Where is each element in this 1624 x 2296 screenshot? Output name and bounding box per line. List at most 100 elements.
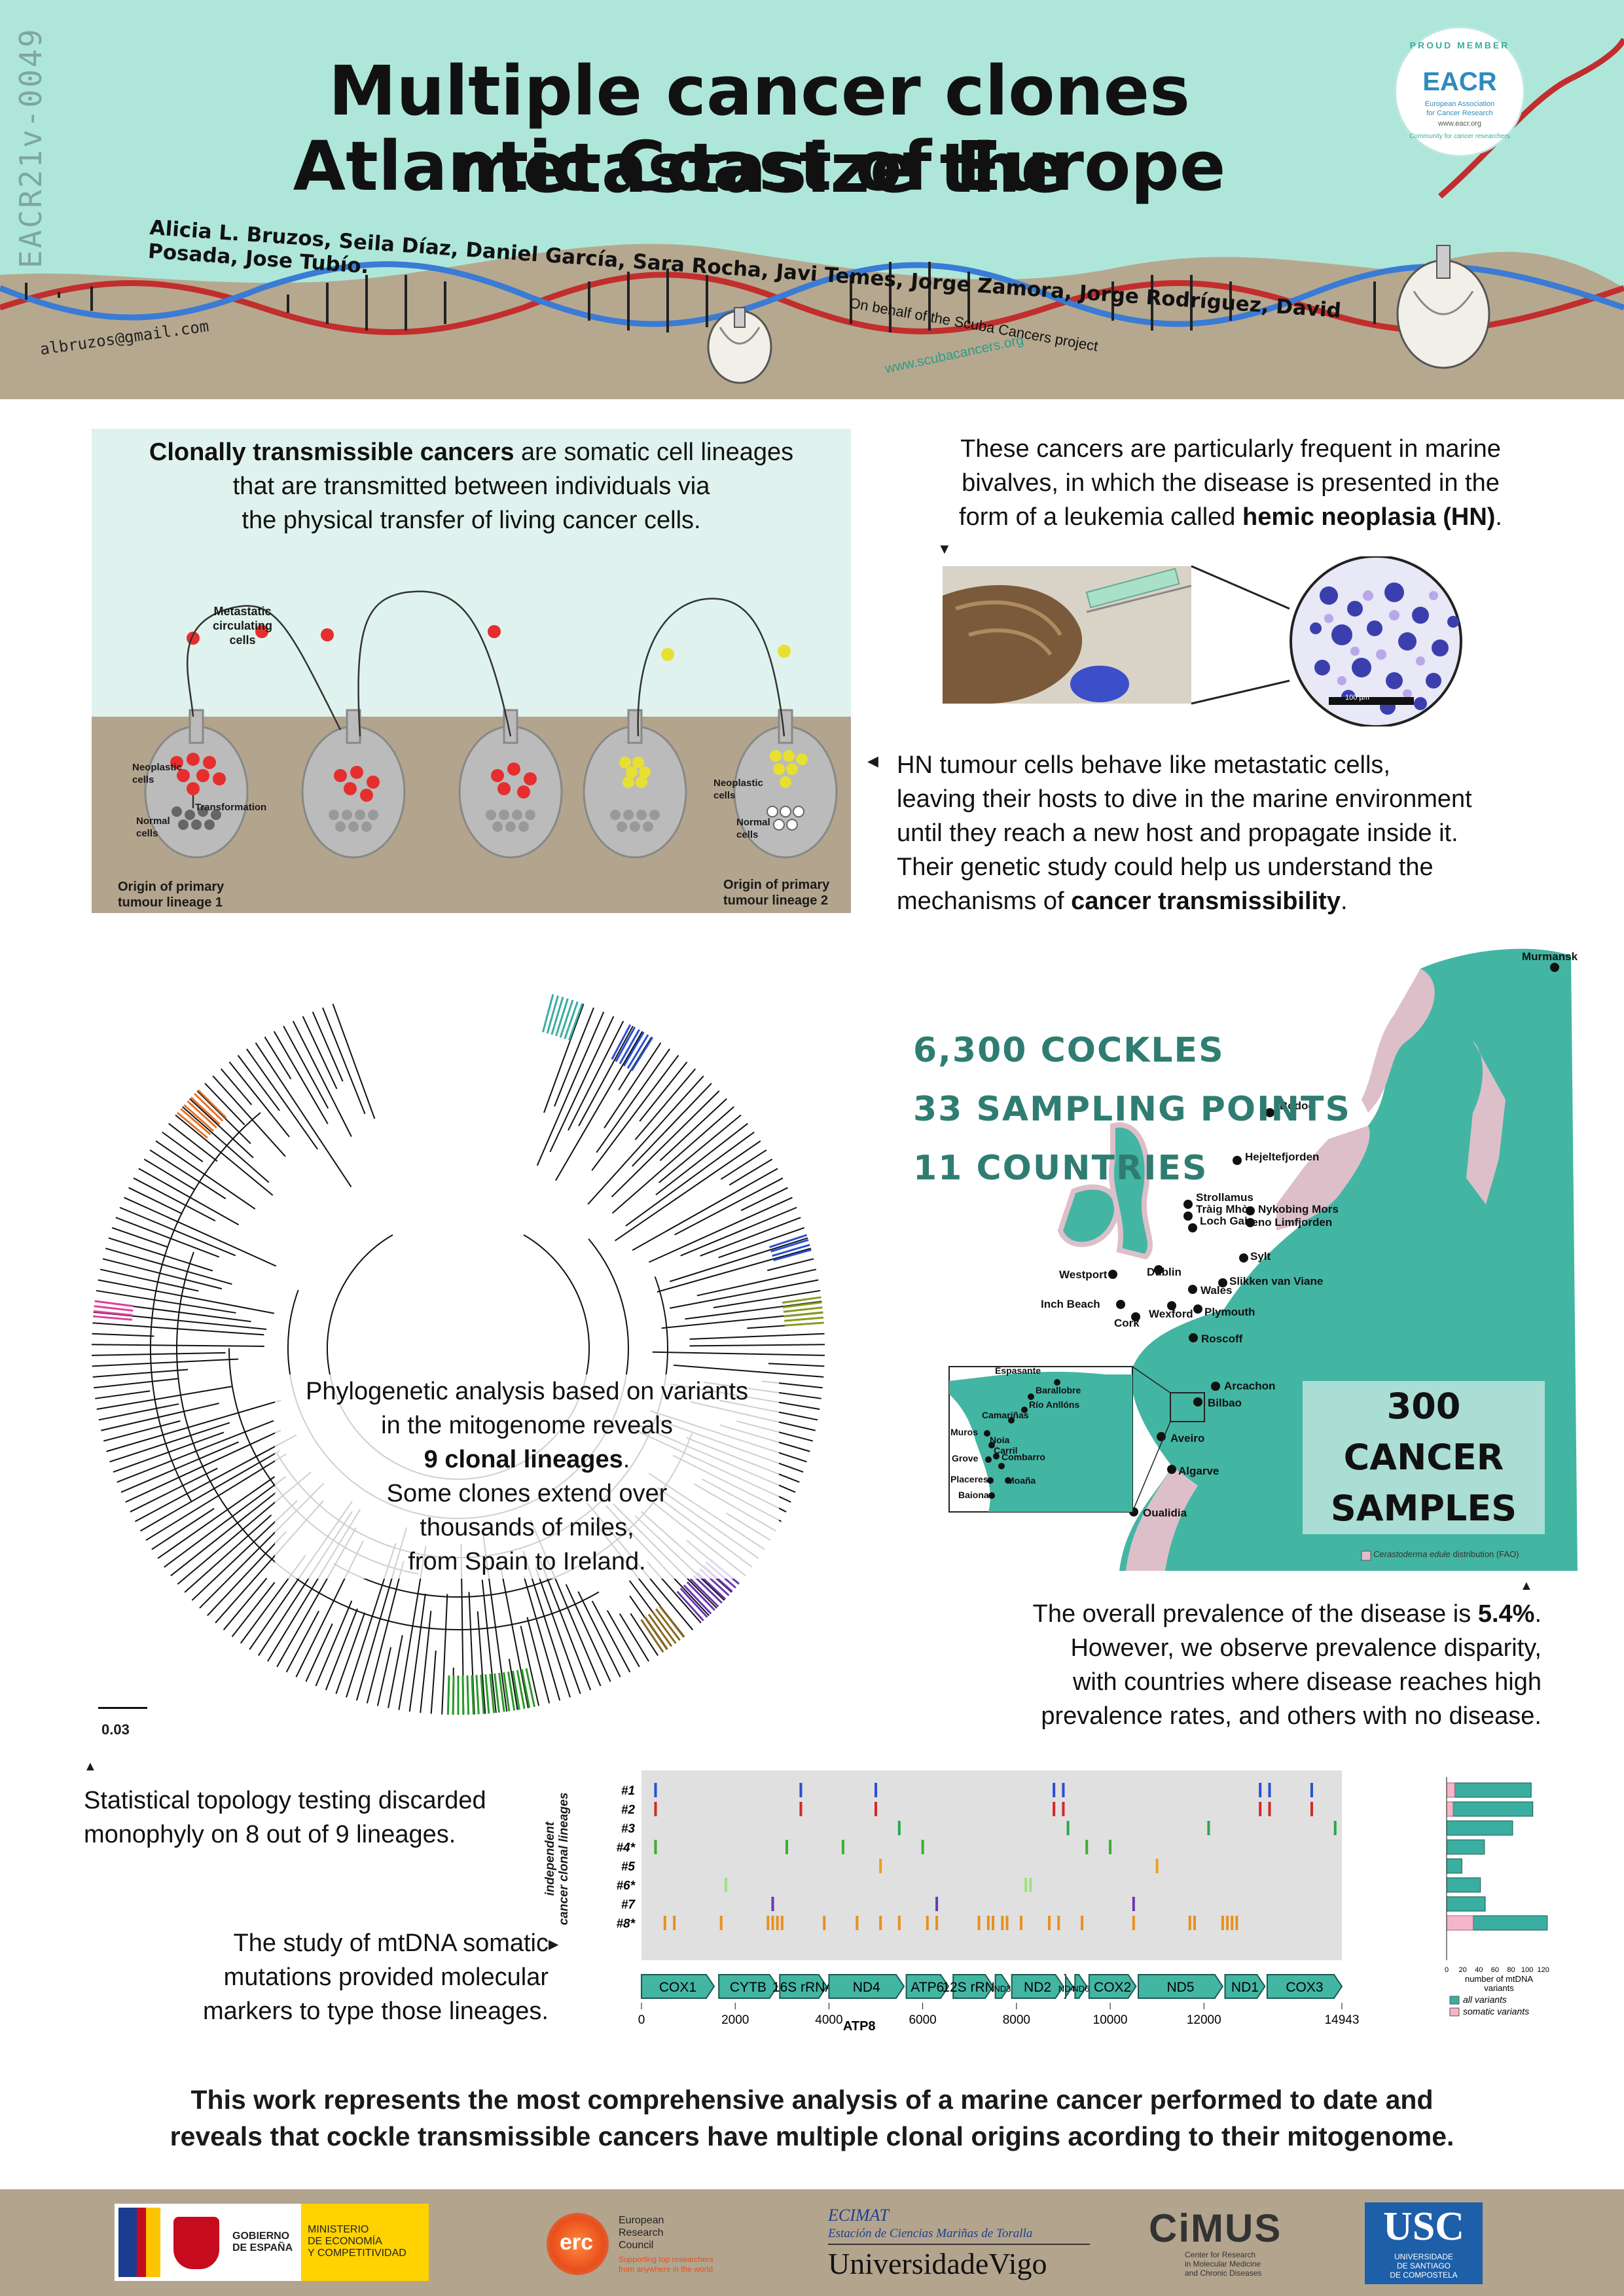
mutation-mark	[1132, 1916, 1135, 1930]
position-tick-label: 4000	[815, 2013, 842, 2027]
mutation-mark	[1029, 1878, 1032, 1892]
transformation-label: Transformation	[195, 802, 267, 813]
mutation-mark	[1066, 1821, 1070, 1835]
mutation-mark	[935, 1897, 939, 1911]
tree-branch	[632, 1168, 778, 1251]
mtdna-paragraph: The study of mtDNA somatic mutations pro…	[202, 1929, 549, 2025]
map-place-label: Bilbao	[1208, 1397, 1242, 1409]
tree-branch	[92, 1352, 226, 1356]
origin-lineage-1-label: Origin of primary tumour lineage 1	[118, 880, 225, 910]
gene-label: ND4	[853, 1980, 880, 1995]
tree-branch	[430, 1650, 437, 1714]
lineage-label: #7	[621, 1898, 636, 1912]
tree-branch	[632, 1083, 712, 1167]
gene-block	[1224, 1974, 1266, 1999]
clonal-lineage-branch	[446, 1675, 450, 1715]
gene-block	[1138, 1974, 1224, 1999]
tree-branch	[689, 1333, 825, 1340]
all-variants-bar	[1446, 1877, 1481, 1893]
inset-place-label: Baiona	[958, 1490, 989, 1500]
map-place-label: Veno Limfjorden	[1245, 1216, 1333, 1229]
clonal-lineage-branch	[489, 1674, 496, 1713]
clonal-lineage-branch	[783, 1306, 823, 1313]
lineage-label: #5	[621, 1860, 636, 1874]
variant-tick-label: 20	[1458, 1966, 1466, 1974]
gene-block	[828, 1974, 905, 1999]
clonal-lineage-branch	[498, 1672, 505, 1712]
gene-label: 12S rRNA	[942, 1980, 1004, 1995]
tree-branch	[175, 1114, 274, 1196]
map-place-label: Cork	[1114, 1317, 1140, 1329]
dna-helix-blue	[0, 261, 1624, 327]
tree-branch	[768, 1363, 825, 1367]
tree-branch	[237, 1054, 280, 1111]
clonal-lineage-branch	[471, 1675, 475, 1715]
tree-branch	[102, 1258, 223, 1290]
tree-branch	[554, 1007, 594, 1107]
clonal-lineage-branch	[568, 1003, 584, 1041]
gene-label: CYTB	[730, 1980, 767, 1995]
tree-branch	[189, 1098, 254, 1158]
clonal-lineage-branch	[503, 1672, 511, 1712]
gene-block	[952, 1974, 994, 1999]
badge-url: www.eacr.org	[1437, 120, 1482, 128]
tree-internal-arc	[150, 1112, 261, 1503]
mutation-mark	[1231, 1916, 1234, 1930]
tree-branch	[96, 1289, 236, 1314]
tree-branch	[700, 1217, 801, 1257]
tree-branch	[228, 1061, 290, 1138]
gene-label: ATP6	[911, 1980, 944, 1995]
gene-label: ND1	[1231, 1980, 1259, 1995]
mutation-mark	[823, 1916, 826, 1930]
clonal-lineage-branch	[644, 1616, 668, 1650]
tree-branch	[182, 1106, 270, 1183]
clonal-lineage-branch	[177, 1111, 208, 1139]
tree-branch	[639, 1061, 688, 1122]
tree-branch	[184, 1514, 272, 1593]
pointer-left-icon: ◀	[867, 753, 878, 769]
clonal-lineage-branch	[683, 1585, 712, 1615]
cockle-shell-icon	[707, 307, 772, 384]
mutation-mark	[719, 1916, 723, 1930]
inset-place-label: Grove	[952, 1453, 979, 1463]
clonal-lineage-branch	[559, 999, 574, 1038]
clonal-lineage-branch	[466, 1675, 470, 1715]
clonal-lineage-branch	[655, 1608, 681, 1641]
tree-branch	[135, 1434, 297, 1522]
clonal-lineage-branch	[784, 1321, 824, 1327]
lineage-label: #8*	[616, 1917, 636, 1931]
erc-logo: erc European Research Council Supporting…	[547, 2208, 756, 2280]
tree-branch	[99, 1268, 199, 1292]
inset-place-label: Barallobre	[1036, 1385, 1081, 1395]
normal-cells-label-1: Normal cells	[136, 816, 170, 839]
tree-branch	[322, 1007, 366, 1115]
tree-branch	[674, 1364, 824, 1378]
cockle-shell-icon	[1396, 245, 1490, 369]
tree-branch	[325, 1608, 358, 1691]
tree-branch	[92, 1369, 189, 1378]
inset-place-label: Río Anllóns	[1029, 1399, 1080, 1410]
clonal-lineage-branch	[784, 1311, 823, 1318]
gov-text-1: GOBIERNO	[232, 2231, 290, 2242]
tree-branch	[508, 1659, 518, 1710]
tree-branch	[109, 1422, 230, 1463]
clonal-lineage-branch	[772, 1244, 810, 1257]
mutation-mark	[1207, 1821, 1210, 1835]
header-background	[0, 0, 1624, 399]
tree-branch	[212, 1075, 286, 1157]
normal-cells-label-2: Normal cells	[736, 817, 770, 840]
mutation-mark	[785, 1840, 788, 1854]
mutation-mark	[1020, 1916, 1023, 1930]
gene-label: ND2	[1024, 1980, 1051, 1995]
position-tick-label: 0	[638, 2013, 645, 2027]
clonal-lineage-branch	[679, 1587, 708, 1618]
lineage-label: #3	[621, 1822, 636, 1836]
tree-branch	[264, 1036, 292, 1080]
tree-branch	[539, 1560, 592, 1691]
map-place-label: Oualidia	[1143, 1507, 1187, 1519]
mutation-mark	[1053, 1783, 1056, 1797]
tree-branch	[332, 1003, 376, 1119]
clonal-lineage-branch	[651, 1611, 677, 1644]
mutation-mark	[921, 1840, 924, 1854]
clonal-lineage-branch	[689, 1578, 719, 1607]
